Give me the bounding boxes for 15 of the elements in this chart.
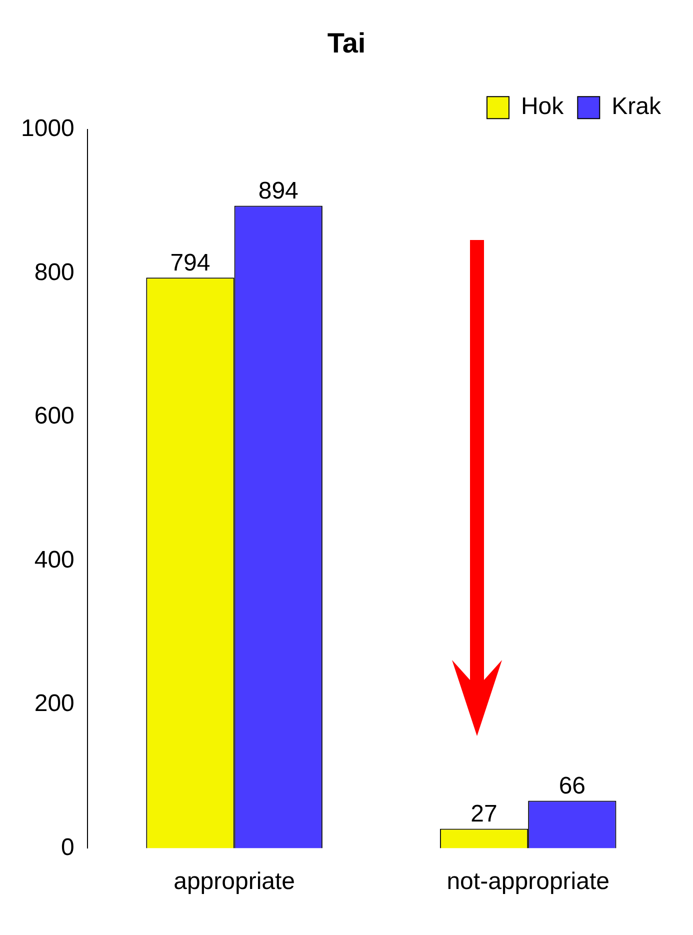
y-tick-label: 0 — [61, 834, 74, 861]
data-label: 794 — [170, 249, 210, 276]
legend-label: Krak — [612, 93, 662, 120]
y-tick-label: 400 — [34, 546, 74, 574]
x-tick-label: appropriate — [174, 868, 296, 896]
data-label: 894 — [258, 177, 298, 204]
data-label: 27 — [470, 800, 498, 828]
y-tick-label: 800 — [34, 258, 74, 286]
chart-title: Tai — [327, 28, 366, 59]
y-tick-label: 1000 — [21, 115, 74, 142]
x-tick-label: not-appropriate — [446, 868, 610, 896]
y-tick-label: 600 — [34, 402, 74, 430]
y-tick-label: 200 — [34, 690, 74, 718]
legend-label: Hok — [520, 93, 565, 120]
data-label: 66 — [558, 772, 586, 800]
